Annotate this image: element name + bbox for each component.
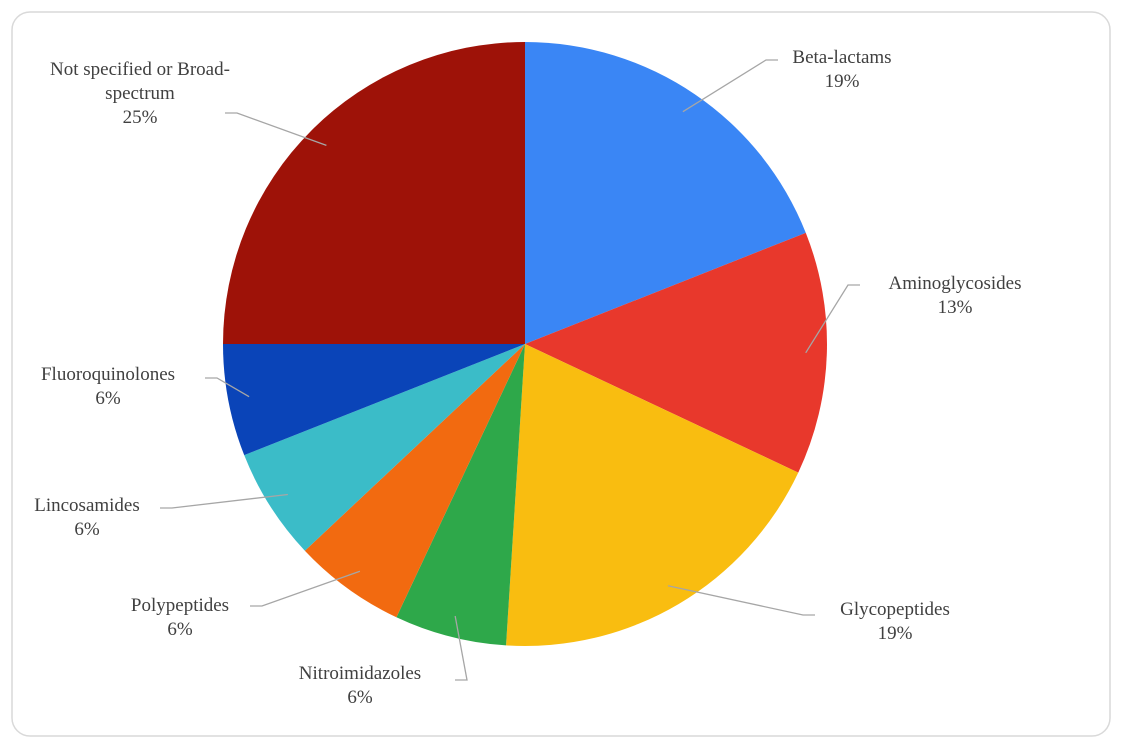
category-label: Polypeptides bbox=[130, 595, 230, 616]
category-label: Not specified or Broad-spectrum bbox=[50, 59, 230, 104]
leader-line bbox=[682, 59, 778, 113]
data-label: Lincosamides 6% bbox=[34, 494, 140, 542]
category-label: Aminoglycosides bbox=[888, 273, 1022, 294]
leader-line bbox=[205, 377, 250, 398]
category-label: Nitroimidazoles bbox=[298, 663, 422, 684]
pie-slice bbox=[506, 344, 799, 646]
data-label: Beta-lactams 19% bbox=[792, 46, 891, 94]
pie-slice bbox=[525, 42, 806, 344]
leader-line bbox=[250, 570, 361, 607]
value-label: 6% bbox=[167, 619, 193, 640]
pie-slice bbox=[304, 344, 525, 618]
category-label: Beta-lactams bbox=[792, 47, 892, 68]
value-label: 6% bbox=[347, 687, 373, 708]
leader-line bbox=[225, 112, 327, 147]
category-label: Fluoroquinolones bbox=[40, 364, 176, 385]
data-label: Fluoroquinolones 6% bbox=[41, 363, 175, 411]
pie-slice bbox=[396, 344, 525, 646]
value-label: 6% bbox=[95, 388, 121, 409]
data-label: Aminoglycosides 13% bbox=[889, 272, 1022, 320]
category-label: Glycopeptides bbox=[840, 599, 950, 620]
leader-line bbox=[667, 585, 815, 616]
pie-slice bbox=[223, 344, 525, 456]
value-label: 19% bbox=[877, 623, 913, 644]
pie-slice bbox=[525, 232, 827, 473]
leader-line bbox=[805, 284, 860, 354]
pie-slice bbox=[223, 42, 525, 344]
data-label: Not specified or Broad-spectrum 25% bbox=[50, 58, 230, 130]
value-label: 6% bbox=[74, 519, 100, 540]
pie-slice bbox=[244, 344, 525, 551]
value-label: 25% bbox=[122, 107, 158, 128]
data-label: Polypeptides 6% bbox=[131, 594, 229, 642]
leader-line bbox=[454, 615, 468, 681]
data-label: Glycopeptides 19% bbox=[840, 598, 950, 646]
value-label: 19% bbox=[824, 71, 860, 92]
data-label: Nitroimidazoles 6% bbox=[299, 662, 421, 710]
leader-line bbox=[160, 493, 288, 509]
value-label: 13% bbox=[937, 297, 973, 318]
category-label: Lincosamides bbox=[34, 495, 140, 516]
